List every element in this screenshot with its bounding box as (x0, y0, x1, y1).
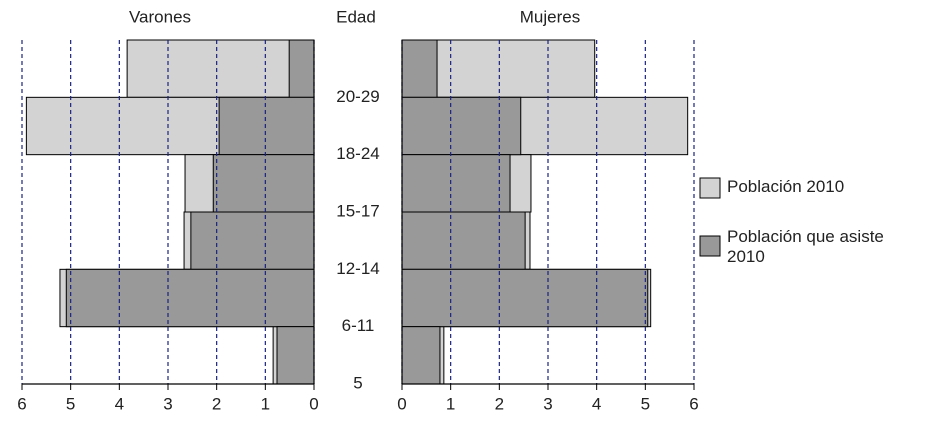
legend-swatch (699, 177, 721, 199)
legend-label: Población 2010 (727, 177, 845, 196)
bar (401, 268, 649, 328)
x-tick-label: 1 (446, 394, 455, 413)
bar (218, 96, 315, 156)
category-label: 6-11 (342, 316, 375, 335)
bar (401, 96, 522, 156)
category-label: 5 (353, 373, 362, 392)
bar (65, 268, 315, 328)
panel-title: Varones (129, 7, 191, 26)
bar (276, 326, 315, 385)
bar (401, 154, 511, 213)
x-tick-label: 4 (592, 394, 601, 413)
x-tick-label: 4 (115, 394, 124, 413)
x-tick-label: 5 (66, 394, 75, 413)
x-tick-label: 0 (397, 394, 406, 413)
bar (401, 39, 438, 98)
bar (126, 39, 315, 98)
x-tick-label: 3 (543, 394, 552, 413)
legend-swatch (699, 235, 721, 257)
x-tick-label: 6 (17, 394, 26, 413)
category-label: 12-14 (336, 259, 379, 278)
panel-title: Mujeres (520, 7, 580, 26)
x-tick-label: 0 (309, 394, 318, 413)
x-tick-label: 2 (495, 394, 504, 413)
axis-title: Edad (336, 7, 376, 26)
x-tick-label: 5 (641, 394, 650, 413)
legend-label: Población que asiste 2010 (727, 227, 884, 266)
bar (288, 39, 315, 98)
x-tick-label: 2 (212, 394, 221, 413)
bar (190, 211, 315, 270)
category-label: 15-17 (336, 201, 379, 220)
bar (401, 211, 526, 270)
bar (212, 154, 315, 213)
bar (401, 326, 441, 385)
x-tick-label: 3 (163, 394, 172, 413)
x-tick-label: 1 (261, 394, 270, 413)
x-tick-label: 6 (689, 394, 698, 413)
category-label: 18-24 (336, 144, 379, 163)
category-label: 20-29 (336, 87, 379, 106)
